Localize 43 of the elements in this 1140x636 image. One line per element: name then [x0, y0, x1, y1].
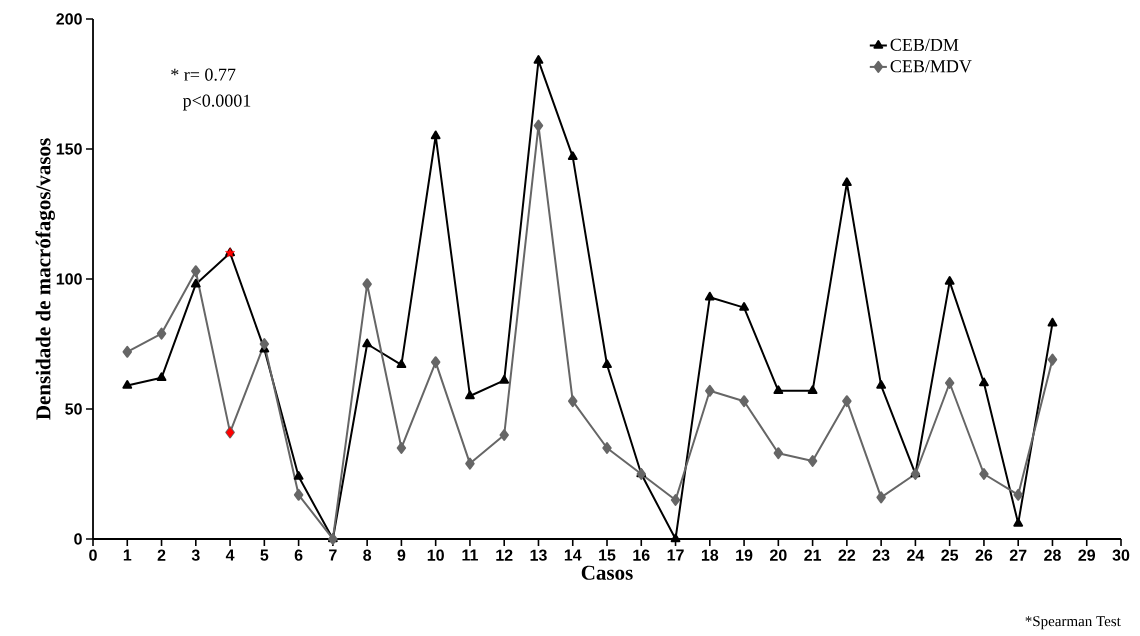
x-tick-label: 22 [838, 549, 856, 561]
x-tick-label: 21 [804, 549, 822, 561]
x-tick-label: 14 [564, 549, 582, 561]
legend-label: CEB/MDV [890, 60, 972, 73]
x-tick-label: 5 [260, 549, 269, 561]
x-tick-label: 4 [225, 549, 235, 561]
x-tick-label: 1 [123, 549, 132, 561]
y-tick-label: 150 [56, 143, 82, 155]
legend-label: CEB/DM [890, 38, 959, 51]
annotation: p<0.0001 [182, 94, 251, 111]
x-tick-label: 0 [89, 549, 97, 561]
x-tick-label: 30 [1112, 549, 1130, 561]
x-tick-label: 7 [329, 549, 337, 561]
x-tick-label: 17 [667, 549, 684, 561]
x-tick-label: 27 [1009, 549, 1027, 561]
x-tick-label: 25 [941, 549, 959, 561]
x-tick-label: 29 [1078, 549, 1096, 561]
x-axis-title: Casos [581, 565, 633, 580]
x-tick-label: 24 [907, 549, 925, 561]
x-tick-label: 6 [294, 549, 303, 561]
x-tick-label: 9 [397, 549, 406, 561]
x-tick-label: 28 [1044, 549, 1061, 561]
annotation: * r= 0.77 [171, 68, 236, 81]
y-tick-label: 0 [74, 533, 82, 545]
x-tick-label: 12 [496, 549, 513, 561]
x-tick-label: 2 [157, 549, 166, 561]
x-tick-label: 11 [462, 549, 478, 561]
y-tick-label: 100 [56, 273, 82, 285]
x-tick-label: 26 [975, 549, 993, 561]
x-tick-label: 13 [530, 549, 547, 561]
x-tick-label: 23 [872, 549, 890, 561]
x-tick-label: 16 [633, 549, 650, 561]
x-tick-label: 18 [701, 549, 719, 561]
y-tick-label: 50 [65, 403, 82, 415]
y-tick-label: 200 [56, 13, 82, 25]
x-tick-label: 10 [427, 549, 444, 561]
x-tick-label: 15 [599, 549, 616, 561]
text: *Spearman Test [1025, 616, 1121, 630]
x-tick-label: 20 [769, 549, 787, 561]
x-tick-label: 19 [736, 549, 753, 561]
y-axis-title: Densidade de macrófagos/vasos [35, 138, 55, 420]
x-tick-label: 3 [191, 549, 200, 561]
x-tick-label: 8 [363, 549, 372, 561]
